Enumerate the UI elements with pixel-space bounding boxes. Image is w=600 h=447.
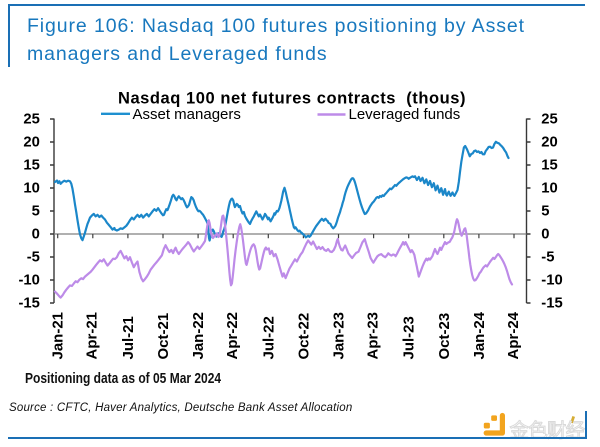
svg-text:Apr-21: Apr-21 [84,312,101,360]
svg-text:Oct-22: Oct-22 [295,313,312,360]
svg-text:Jul-23: Jul-23 [401,316,418,359]
svg-text:Jan-21: Jan-21 [50,312,67,360]
svg-text:Leveraged funds: Leveraged funds [349,106,461,123]
svg-text:Jan-22: Jan-22 [190,312,207,360]
svg-text:Apr-24: Apr-24 [505,311,522,359]
svg-text:-5: -5 [541,250,554,266]
svg-text:Oct-23: Oct-23 [436,313,453,360]
svg-text:10: 10 [23,181,39,197]
svg-text:25: 25 [541,112,557,128]
svg-text:Nasdaq 100 net futures contrac: Nasdaq 100 net futures contracts (thous) [118,90,466,108]
svg-text:-15: -15 [19,296,40,312]
svg-text:5: 5 [541,204,549,220]
svg-text:Jan-23: Jan-23 [331,312,348,360]
svg-text:Jul-21: Jul-21 [120,316,137,359]
svg-text:-10: -10 [19,273,40,289]
svg-text:5: 5 [32,204,40,220]
svg-text:Apr-22: Apr-22 [224,312,241,360]
svg-text:0: 0 [32,227,40,243]
svg-text:Asset managers: Asset managers [133,106,241,123]
svg-text:10: 10 [541,181,557,197]
svg-text:Apr-23: Apr-23 [364,312,381,360]
svg-text:Jul-22: Jul-22 [260,316,277,359]
svg-text:0: 0 [541,227,549,243]
svg-text:Jan-24: Jan-24 [471,311,488,359]
svg-text:25: 25 [23,112,39,128]
svg-text:-10: -10 [541,273,562,289]
svg-text:20: 20 [23,135,39,151]
svg-text:20: 20 [541,135,557,151]
svg-text:15: 15 [541,158,557,174]
svg-text:-15: -15 [541,296,562,312]
svg-text:15: 15 [23,158,39,174]
svg-text:Oct-21: Oct-21 [155,313,172,360]
svg-text:-5: -5 [27,250,40,266]
